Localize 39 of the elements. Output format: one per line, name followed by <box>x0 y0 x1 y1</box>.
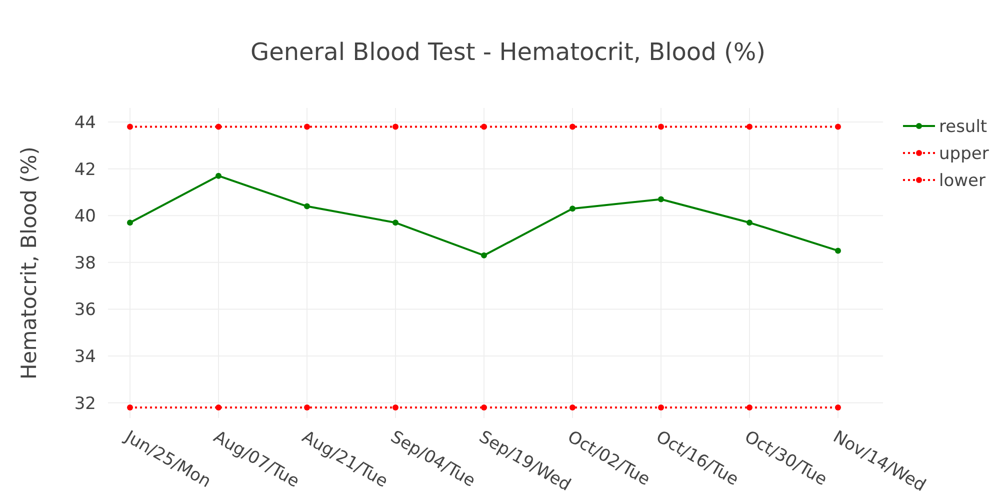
point <box>304 404 310 410</box>
point <box>127 124 133 130</box>
chart-title: General Blood Test - Hematocrit, Blood (%) <box>250 38 766 66</box>
point <box>835 404 841 410</box>
point <box>304 203 310 210</box>
point <box>746 404 752 410</box>
point <box>658 196 664 202</box>
y-tick-label: 38 <box>74 253 96 274</box>
point <box>570 124 576 130</box>
point <box>481 404 487 410</box>
point <box>127 404 133 410</box>
point <box>746 220 752 226</box>
y-tick-label: 34 <box>74 347 96 367</box>
y-axis-title: Hematocrit, Blood (%) <box>17 146 41 380</box>
point <box>392 124 398 130</box>
point <box>216 404 222 410</box>
point <box>392 220 398 226</box>
y-tick-label: 32 <box>74 394 96 414</box>
legend-label: result <box>939 117 988 137</box>
y-tick-label: 44 <box>74 113 96 134</box>
point <box>570 404 576 410</box>
point <box>835 248 841 254</box>
point <box>216 172 222 179</box>
point <box>216 124 222 130</box>
y-tick-label: 40 <box>74 206 96 227</box>
point <box>746 124 752 130</box>
point <box>304 124 310 130</box>
point <box>570 206 576 212</box>
y-tick-label: 42 <box>74 160 96 180</box>
point <box>481 124 487 130</box>
point <box>835 124 841 130</box>
legend-label: lower <box>939 171 986 191</box>
legend-label: upper <box>939 144 989 164</box>
point <box>658 404 664 410</box>
point <box>127 220 133 226</box>
y-tick-label: 36 <box>74 300 96 320</box>
point <box>658 124 664 130</box>
point <box>392 404 398 410</box>
point <box>481 252 487 258</box>
